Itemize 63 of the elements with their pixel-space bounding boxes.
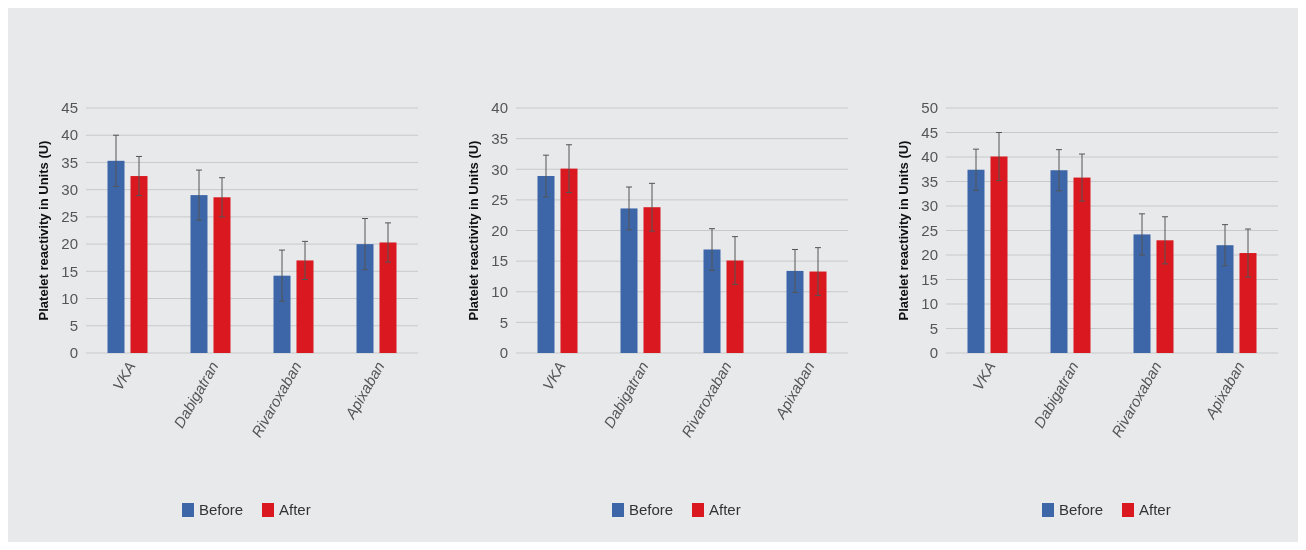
bar <box>1156 240 1174 353</box>
y-tick-label: 0 <box>69 344 78 362</box>
y-tick-label: 5 <box>929 319 938 337</box>
y-tick-label: 25 <box>491 191 508 209</box>
bar <box>967 169 985 353</box>
y-tick-label: 45 <box>921 123 938 141</box>
y-tick-label: 0 <box>499 344 508 362</box>
y-axis-title: Platelet reactivity in Units (U) <box>36 140 51 321</box>
y-tick-label: 10 <box>491 283 508 300</box>
bar <box>726 260 744 353</box>
bar <box>620 208 638 353</box>
y-tick-label: 35 <box>61 153 78 171</box>
bar <box>703 249 721 353</box>
bar <box>1216 245 1234 353</box>
bar <box>296 260 314 353</box>
y-axis-title: Platelet reactivity in Units (U) <box>466 140 481 321</box>
y-tick-label: 45 <box>61 99 78 117</box>
y-tick-label: 30 <box>61 180 78 198</box>
bar <box>643 207 661 353</box>
y-tick-label: 0 <box>929 344 938 362</box>
legend-label: Before <box>1059 501 1104 519</box>
y-tick-label: 35 <box>921 172 938 190</box>
y-tick-label: 15 <box>61 262 78 280</box>
y-tick-label: 5 <box>69 317 78 335</box>
y-tick-label: 40 <box>921 148 938 166</box>
y-tick-label: 10 <box>921 295 938 313</box>
y-axis-title: Platelet reactivity in Units (U) <box>896 140 911 321</box>
bar <box>1239 253 1257 353</box>
y-tick-label: 15 <box>491 252 508 270</box>
y-tick-label: 25 <box>921 221 938 239</box>
bar <box>990 156 1008 353</box>
y-tick-label: 10 <box>61 289 78 307</box>
bar <box>1073 177 1091 353</box>
bar <box>356 244 374 353</box>
bar <box>273 275 291 353</box>
bar <box>786 270 804 353</box>
bar <box>809 271 827 353</box>
legend-label: After <box>1139 501 1171 519</box>
legend-label: Before <box>629 501 674 519</box>
bar <box>379 242 397 353</box>
bar <box>213 197 231 353</box>
bar <box>107 160 125 353</box>
y-tick-label: 20 <box>491 221 508 239</box>
bar <box>560 168 578 353</box>
y-tick-label: 20 <box>921 246 938 264</box>
y-tick-label: 35 <box>491 129 508 147</box>
y-tick-label: 40 <box>491 99 508 117</box>
y-tick-label: 30 <box>921 197 938 215</box>
y-tick-label: 5 <box>499 313 508 331</box>
y-tick-label: 20 <box>61 235 78 253</box>
bar <box>1133 234 1151 353</box>
bar <box>190 195 208 353</box>
y-tick-label: 30 <box>491 160 508 178</box>
legend-label: After <box>709 501 741 519</box>
y-tick-label: 25 <box>61 208 78 226</box>
legend-label: After <box>279 501 311 519</box>
y-tick-label: 40 <box>61 126 78 144</box>
bar <box>1050 170 1068 353</box>
y-tick-label: 15 <box>921 270 938 288</box>
legend-label: Before <box>199 501 244 519</box>
bar <box>130 176 148 353</box>
y-tick-label: 50 <box>921 99 938 117</box>
bar <box>537 175 555 353</box>
